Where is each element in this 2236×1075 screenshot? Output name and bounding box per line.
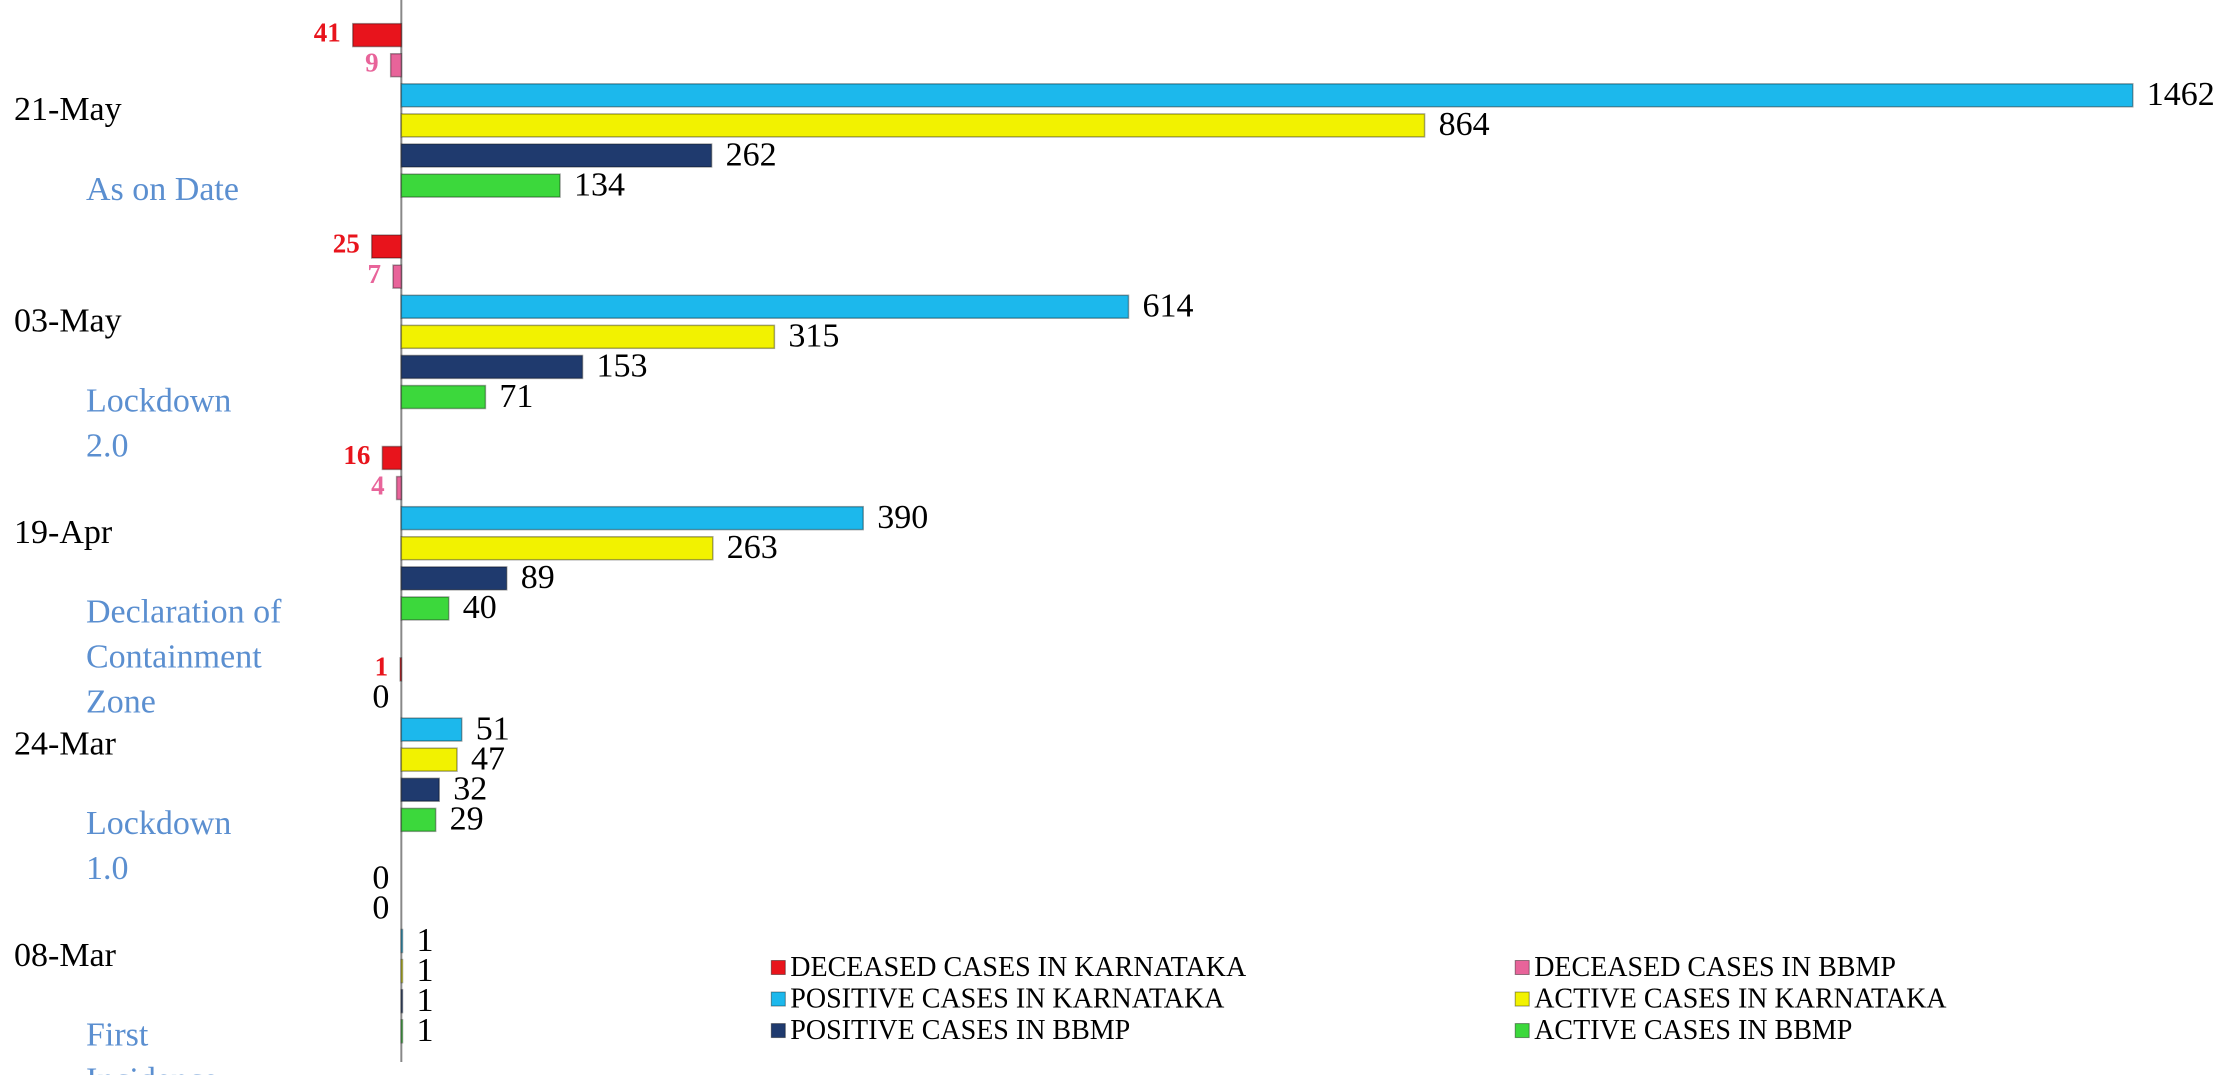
value-label: 32: [453, 771, 487, 808]
annotation: As on Date: [86, 171, 239, 208]
legend-label: ACTIVE CASES IN BBMP: [1534, 1015, 1852, 1046]
legend-swatch: [770, 991, 786, 1007]
bar: [352, 22, 403, 48]
value-label: 41: [314, 17, 341, 47]
bar: [400, 777, 440, 802]
bar: [400, 536, 714, 561]
bar: [400, 1019, 404, 1044]
legend-label: DECEASED CASES IN BBMP: [1534, 952, 1896, 983]
value-label: 0: [372, 860, 389, 897]
value-label: 7: [368, 259, 382, 289]
annotation: Lockdown: [86, 382, 231, 419]
legend-label: POSITIVE CASES IN BBMP: [790, 1015, 1130, 1046]
value-label: 29: [450, 801, 484, 838]
bar: [400, 988, 404, 1014]
annotation: Incidence: [86, 1062, 218, 1075]
value-label: 16: [343, 440, 370, 470]
value-label: 263: [727, 529, 778, 566]
annotation: Containment: [86, 639, 262, 676]
value-label: 40: [463, 589, 497, 626]
bar: [400, 717, 463, 742]
value-label: 1462: [2147, 76, 2215, 113]
category-label: 08-Mar: [14, 937, 117, 974]
bar: [399, 657, 403, 682]
value-label: 390: [877, 499, 928, 536]
bar: [381, 445, 403, 471]
legend-label: DECEASED CASES IN KARNATAKA: [790, 952, 1247, 983]
legend-swatch: [1514, 1023, 1530, 1039]
bar: [400, 596, 450, 621]
category-label: 21-May: [14, 91, 122, 128]
annotation: Lockdown: [86, 805, 231, 842]
value-label: 89: [521, 559, 555, 596]
bar: [395, 475, 403, 501]
bar: [400, 354, 584, 380]
value-label: 1: [417, 1012, 434, 1049]
value-label: 0: [372, 890, 389, 927]
bar: [400, 958, 404, 984]
bar: [400, 83, 2134, 108]
category-label: 24-Mar: [14, 725, 117, 762]
category-label: 19-Apr: [14, 514, 113, 551]
value-label: 51: [476, 710, 510, 747]
bar: [400, 807, 437, 833]
legend-swatch: [1514, 960, 1530, 975]
bar: [400, 384, 487, 410]
bar: [400, 143, 713, 168]
value-label: 315: [788, 318, 839, 355]
value-label: 0: [372, 678, 389, 715]
value-label: 4: [371, 470, 385, 500]
bar: [400, 294, 1130, 319]
value-label: 1: [417, 952, 434, 989]
bar: [400, 928, 404, 954]
bar: [400, 505, 864, 531]
value-label: 864: [1439, 106, 1490, 143]
annotation: Declaration of: [86, 594, 282, 631]
bar: [400, 324, 776, 350]
category-label: 03-May: [14, 303, 122, 340]
value-label: 153: [597, 348, 648, 385]
value-label: 9: [365, 47, 379, 77]
bar: [400, 173, 561, 198]
value-label: 262: [726, 136, 777, 173]
legend-swatch: [770, 1023, 786, 1039]
legend-swatch: [770, 960, 786, 975]
value-label: 614: [1143, 288, 1194, 325]
annotation: 2.0: [86, 427, 129, 464]
legend-label: ACTIVE CASES IN KARNATAKA: [1534, 983, 1947, 1014]
value-label: 47: [471, 740, 505, 777]
bar: [389, 53, 403, 78]
legend-swatch: [1514, 991, 1530, 1007]
annotation: First: [86, 1017, 149, 1054]
bar: [392, 264, 403, 289]
value-label: 71: [499, 378, 533, 415]
value-label: 1: [417, 982, 434, 1019]
legend-label: POSITIVE CASES IN KARNATAKA: [790, 983, 1225, 1014]
bar: [400, 747, 458, 772]
value-label: 25: [333, 229, 360, 259]
value-label: 1: [417, 922, 434, 959]
bar: [400, 113, 1426, 138]
bar: [370, 234, 403, 259]
value-label: 134: [574, 166, 625, 203]
annotation: Zone: [86, 684, 156, 721]
annotation: 1.0: [86, 850, 129, 887]
value-label: 1: [375, 652, 389, 682]
bar: [400, 566, 508, 591]
